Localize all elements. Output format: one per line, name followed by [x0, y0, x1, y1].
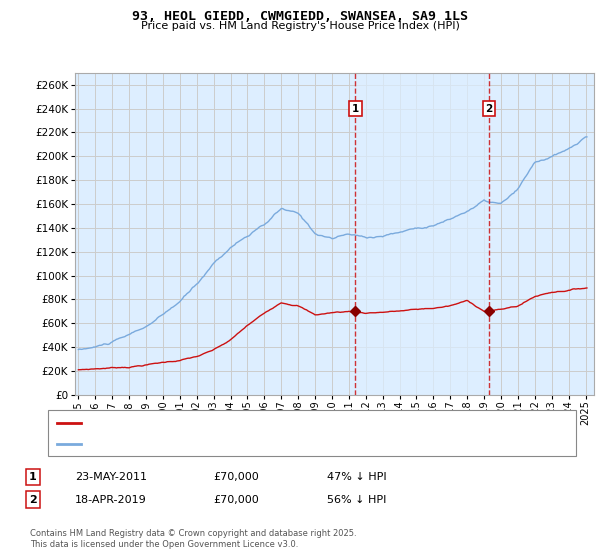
- Text: 2: 2: [485, 104, 493, 114]
- Text: Price paid vs. HM Land Registry's House Price Index (HPI): Price paid vs. HM Land Registry's House …: [140, 21, 460, 31]
- Text: 93, HEOL GIEDD, CWMGIEDD, SWANSEA, SA9 1LS (semi-detached house): 93, HEOL GIEDD, CWMGIEDD, SWANSEA, SA9 1…: [87, 418, 454, 428]
- Text: HPI: Average price, semi-detached house, Powys: HPI: Average price, semi-detached house,…: [87, 438, 330, 449]
- Bar: [355, 73, 489, 395]
- Text: 23-MAY-2011: 23-MAY-2011: [75, 472, 147, 482]
- Text: 56% ↓ HPI: 56% ↓ HPI: [327, 494, 386, 505]
- Text: 1: 1: [29, 472, 37, 482]
- Text: 1: 1: [352, 104, 359, 114]
- Text: 18-APR-2019: 18-APR-2019: [75, 494, 147, 505]
- Text: 2: 2: [29, 494, 37, 505]
- Text: £70,000: £70,000: [213, 494, 259, 505]
- Text: 93, HEOL GIEDD, CWMGIEDD, SWANSEA, SA9 1LS: 93, HEOL GIEDD, CWMGIEDD, SWANSEA, SA9 1…: [132, 10, 468, 23]
- Text: 47% ↓ HPI: 47% ↓ HPI: [327, 472, 386, 482]
- Text: Contains HM Land Registry data © Crown copyright and database right 2025.
This d: Contains HM Land Registry data © Crown c…: [30, 529, 356, 549]
- Text: £70,000: £70,000: [213, 472, 259, 482]
